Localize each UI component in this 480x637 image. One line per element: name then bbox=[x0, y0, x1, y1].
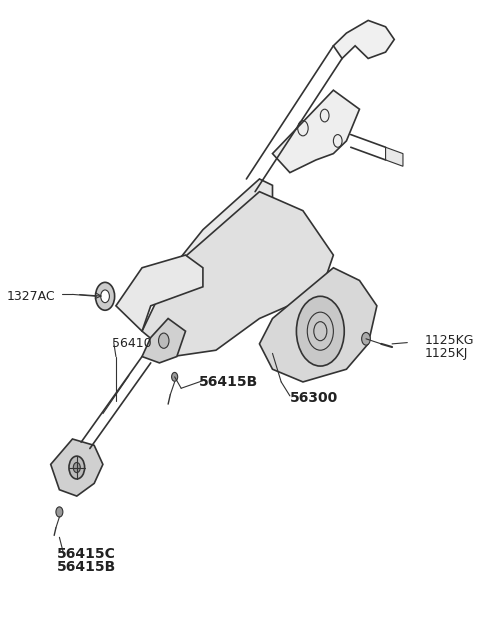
Circle shape bbox=[96, 282, 115, 310]
Circle shape bbox=[73, 462, 80, 473]
Text: 56415B: 56415B bbox=[57, 560, 117, 574]
Text: 1125KG: 1125KG bbox=[425, 334, 474, 347]
Circle shape bbox=[56, 507, 63, 517]
Circle shape bbox=[158, 333, 169, 348]
Polygon shape bbox=[142, 192, 334, 357]
Circle shape bbox=[171, 373, 178, 382]
Polygon shape bbox=[273, 90, 360, 173]
Polygon shape bbox=[172, 179, 273, 287]
Text: 56300: 56300 bbox=[290, 390, 338, 404]
Polygon shape bbox=[260, 268, 377, 382]
Circle shape bbox=[101, 290, 109, 303]
Polygon shape bbox=[142, 318, 185, 363]
Polygon shape bbox=[51, 439, 103, 496]
Circle shape bbox=[69, 456, 84, 479]
Text: 1125KJ: 1125KJ bbox=[425, 347, 468, 360]
Text: 56410: 56410 bbox=[111, 338, 151, 350]
Polygon shape bbox=[334, 20, 394, 59]
Text: 56415C: 56415C bbox=[57, 547, 116, 561]
Polygon shape bbox=[385, 147, 403, 166]
Text: 56415B: 56415B bbox=[199, 375, 258, 389]
Circle shape bbox=[361, 333, 371, 345]
Text: 1327AC: 1327AC bbox=[6, 290, 55, 303]
Polygon shape bbox=[116, 255, 203, 331]
Circle shape bbox=[297, 296, 344, 366]
